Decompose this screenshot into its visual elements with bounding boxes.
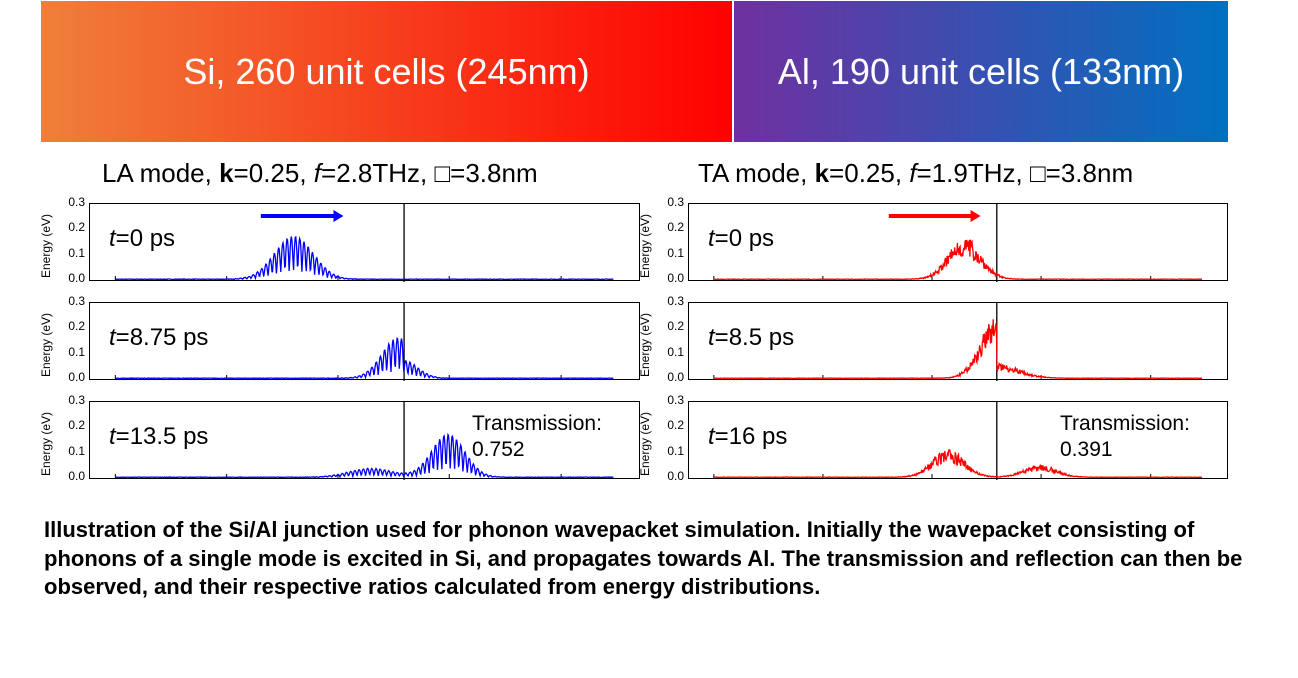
y-axis-label: Energy (eV) — [39, 312, 53, 377]
transmission-annotation: Transmission: 0.752 — [472, 412, 602, 461]
energy-plot-la-2 — [89, 401, 640, 480]
time-label: t=16 ps — [708, 423, 788, 450]
y-tick-label: 0.0 — [68, 370, 85, 384]
al-banner-label: Al, 190 unit cells (133nm) — [777, 50, 1185, 92]
y-tick-label: 0.1 — [68, 443, 85, 458]
y-tick-label: 0.0 — [667, 370, 684, 384]
y-tick-label: 0.1 — [667, 245, 684, 260]
y-tick-label: 0.2 — [667, 220, 684, 235]
y-tick-label: 0.1 — [68, 344, 85, 359]
energy-plot-la-1 — [89, 302, 640, 381]
energy-series-line — [713, 448, 1203, 479]
y-tick-label: 0.2 — [68, 418, 85, 433]
energy-series-line — [713, 239, 1203, 281]
y-tick-label: 0.2 — [667, 319, 684, 334]
y-tick-label: 0.3 — [68, 195, 85, 209]
y-tick-label: 0.1 — [667, 443, 684, 458]
y-tick-label: 0.2 — [667, 418, 684, 433]
la-column-title: LA mode, k=0.25, f=2.8THz, □=3.8nm — [102, 158, 538, 188]
time-label: t=8.75 ps — [109, 324, 209, 351]
arrow-head-icon — [970, 210, 981, 222]
energy-series-line — [115, 432, 614, 479]
time-label: t=0 ps — [109, 225, 176, 252]
y-axis-label: Energy (eV) — [39, 213, 53, 278]
y-tick-label: 0.0 — [68, 469, 85, 483]
energy-series-line — [713, 319, 1203, 380]
energy-series-line — [114, 235, 614, 281]
si-region-banner: Si, 260 unit cells (245nm) — [41, 1, 732, 142]
y-tick-label: 0.0 — [667, 271, 684, 285]
ta-column-title: TA mode, k=0.25, f=1.9THz, □=3.8nm — [698, 158, 1134, 188]
time-label: t=8.5 ps — [708, 324, 795, 351]
time-label: t=13.5 ps — [109, 423, 209, 450]
y-tick-label: 0.0 — [68, 271, 85, 285]
si-banner-label: Si, 260 unit cells (245nm) — [183, 50, 590, 92]
time-label: t=0 ps — [708, 225, 775, 252]
energy-plot-ta-1 — [688, 302, 1228, 381]
figure-caption: Illustration of the Si/Al junction used … — [44, 517, 1243, 599]
y-tick-label: 0.3 — [667, 294, 684, 308]
y-tick-label: 0.3 — [667, 393, 684, 407]
y-tick-label: 0.0 — [667, 469, 684, 483]
y-axis-label: Energy (eV) — [638, 213, 652, 278]
y-axis-label: Energy (eV) — [39, 411, 53, 476]
transmission-annotation: Transmission: 0.391 — [1060, 412, 1190, 461]
y-tick-label: 0.2 — [68, 220, 85, 235]
y-axis-label: Energy (eV) — [638, 312, 652, 377]
y-tick-label: 0.2 — [68, 319, 85, 334]
y-tick-label: 0.3 — [68, 294, 85, 308]
arrow-head-icon — [333, 210, 344, 222]
al-region-banner: Al, 190 unit cells (133nm) — [734, 1, 1228, 142]
energy-plot-la-0 — [89, 203, 640, 282]
y-tick-label: 0.1 — [667, 344, 684, 359]
energy-plot-ta-0 — [688, 203, 1228, 282]
energy-series-line — [115, 337, 614, 380]
y-tick-label: 0.1 — [68, 245, 85, 260]
y-axis-label: Energy (eV) — [638, 411, 652, 476]
energy-plot-ta-2 — [688, 401, 1228, 480]
y-tick-label: 0.3 — [68, 393, 85, 407]
y-tick-label: 0.3 — [667, 195, 684, 209]
